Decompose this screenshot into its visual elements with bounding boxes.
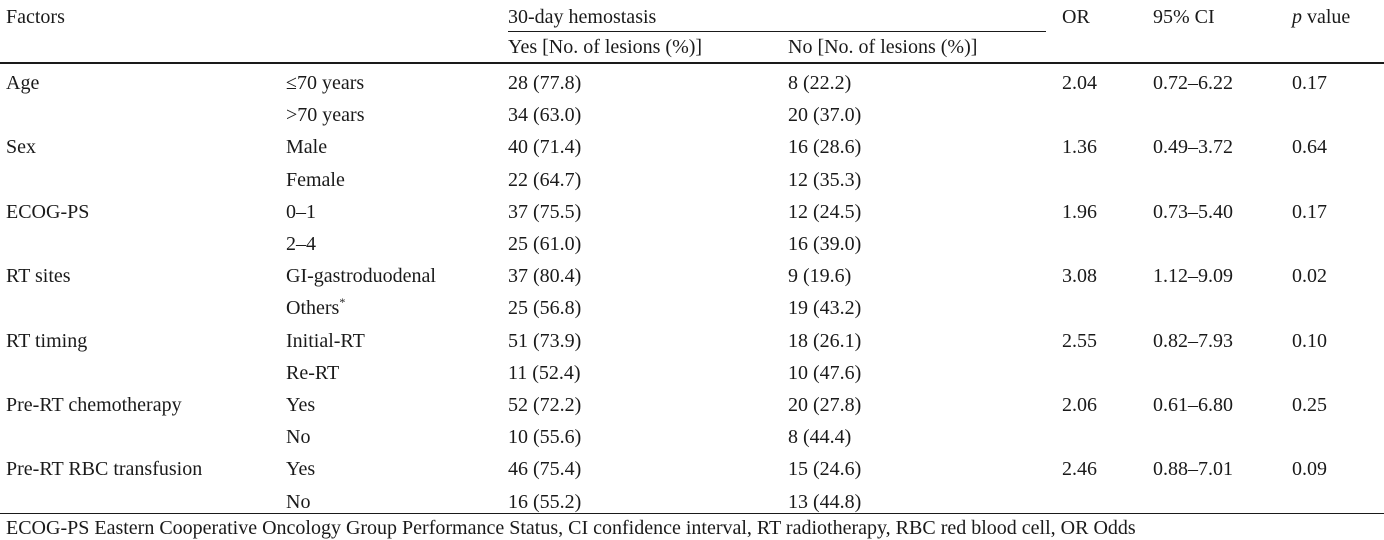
p-value-cell: 0.09 — [1292, 458, 1327, 481]
yes-count-cell: 46 (75.4) — [508, 458, 582, 481]
no-count-cell: 18 (26.1) — [788, 329, 862, 352]
footnote: ECOG-PS Eastern Cooperative Oncology Gro… — [6, 517, 1136, 539]
header-ci: 95% CI — [1153, 6, 1215, 28]
factor-cell: RT timing — [6, 329, 88, 352]
factor-cell: ECOG-PS — [6, 200, 90, 223]
no-count-cell: 8 (22.2) — [788, 72, 852, 94]
no-count-cell: 20 (27.8) — [788, 394, 862, 416]
yes-count-cell: 40 (71.4) — [508, 136, 582, 159]
yes-count-cell: 22 (64.7) — [508, 168, 582, 191]
odds-ratio-cell: 2.06 — [1062, 394, 1097, 416]
header-rule — [0, 62, 1384, 64]
factor-cell: Pre-RT RBC transfusion — [6, 458, 203, 481]
level-cell: GI-gastroduodenal — [286, 265, 436, 288]
yes-count-cell: 28 (77.8) — [508, 72, 582, 94]
p-value-cell: 0.02 — [1292, 265, 1327, 288]
p-value-cell: 0.64 — [1292, 136, 1327, 159]
yes-count-cell: 52 (72.2) — [508, 394, 582, 416]
no-count-cell: 20 (37.0) — [788, 104, 862, 127]
yes-count-cell: 34 (63.0) — [508, 104, 582, 127]
level-cell: Re-RT — [286, 361, 340, 384]
factor-cell: Age — [6, 72, 40, 94]
level-cell: 2–4 — [286, 233, 316, 255]
level-cell: Yes — [286, 458, 316, 481]
yes-count-cell: 37 (75.5) — [508, 200, 582, 223]
no-count-cell: 16 (39.0) — [788, 233, 862, 255]
yes-count-cell: 25 (61.0) — [508, 233, 582, 255]
yes-count-cell: 51 (73.9) — [508, 329, 582, 352]
odds-ratio-cell: 1.96 — [1062, 200, 1097, 223]
odds-ratio-cell: 3.08 — [1062, 265, 1097, 288]
yes-count-cell: 10 (55.6) — [508, 426, 582, 449]
p-value-cell: 0.17 — [1292, 72, 1327, 94]
no-count-cell: 12 (24.5) — [788, 200, 862, 223]
yes-count-cell: 25 (56.8) — [508, 297, 582, 320]
level-cell: 0–1 — [286, 200, 316, 223]
bottom-rule — [0, 513, 1384, 514]
no-count-cell: 15 (24.6) — [788, 458, 862, 481]
odds-ratio-cell: 2.46 — [1062, 458, 1097, 481]
no-count-cell: 9 (19.6) — [788, 265, 852, 288]
no-count-cell: 10 (47.6) — [788, 361, 862, 384]
header-or: OR — [1062, 6, 1090, 28]
level-cell: No — [286, 490, 311, 513]
header-factors: Factors — [6, 6, 65, 28]
odds-ratio-cell: 2.04 — [1062, 72, 1097, 94]
footnote-marker: * — [339, 295, 346, 310]
group-underline — [508, 31, 1046, 32]
ci-cell: 0.72–6.22 — [1153, 72, 1233, 94]
header-yes: Yes [No. of lesions (%)] — [508, 36, 703, 58]
no-count-cell: 16 (28.6) — [788, 136, 862, 159]
no-count-cell: 19 (43.2) — [788, 297, 862, 320]
p-value-cell: 0.17 — [1292, 200, 1327, 223]
level-cell: Yes — [286, 394, 316, 416]
no-count-cell: 13 (44.8) — [788, 490, 862, 513]
factor-cell: Sex — [6, 136, 36, 159]
level-cell: Male — [286, 136, 328, 159]
header-30-day-hemostasis: 30-day hemostasis — [508, 6, 657, 28]
level-cell: >70 years — [286, 104, 365, 127]
ci-cell: 0.61–6.80 — [1153, 394, 1233, 416]
factor-cell: Pre-RT chemotherapy — [6, 394, 182, 416]
p-value-cell: 0.10 — [1292, 329, 1327, 352]
level-cell: Initial-RT — [286, 329, 365, 352]
ci-cell: 1.12–9.09 — [1153, 265, 1233, 288]
level-cell: Female — [286, 168, 345, 191]
factor-cell: RT sites — [6, 265, 71, 288]
yes-count-cell: 37 (80.4) — [508, 265, 582, 288]
ci-cell: 0.73–5.40 — [1153, 200, 1233, 223]
odds-ratio-cell: 1.36 — [1062, 136, 1097, 159]
yes-count-cell: 16 (55.2) — [508, 490, 582, 513]
yes-count-cell: 11 (52.4) — [508, 361, 581, 384]
ci-cell: 0.49–3.72 — [1153, 136, 1233, 159]
header-p-value: p value — [1292, 6, 1351, 28]
ci-cell: 0.88–7.01 — [1153, 458, 1233, 481]
header-no: No [No. of lesions (%)] — [788, 36, 978, 58]
level-cell: No — [286, 426, 311, 449]
no-count-cell: 12 (35.3) — [788, 168, 862, 191]
odds-ratio-cell: 2.55 — [1062, 329, 1097, 352]
level-cell: Others* — [286, 295, 346, 320]
no-count-cell: 8 (44.4) — [788, 426, 852, 449]
p-value-cell: 0.25 — [1292, 394, 1327, 416]
level-cell: ≤70 years — [286, 72, 365, 94]
ci-cell: 0.82–7.93 — [1153, 329, 1233, 352]
